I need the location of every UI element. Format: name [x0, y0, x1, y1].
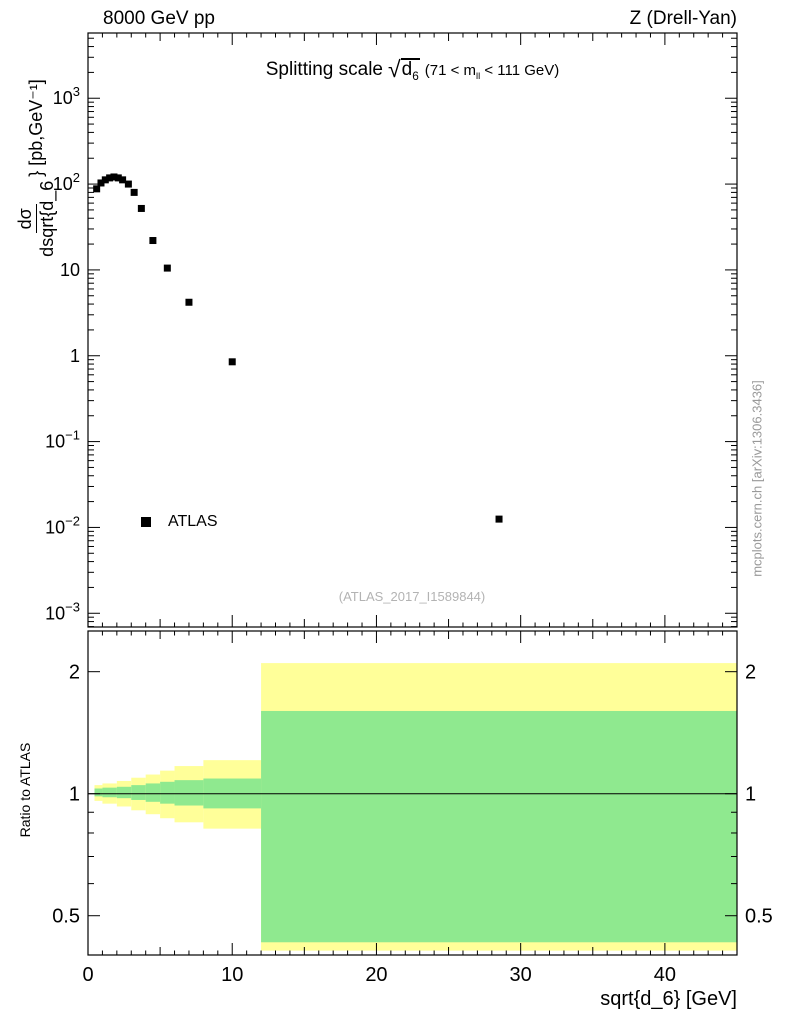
- data-point: [149, 237, 157, 245]
- data-point: [119, 176, 127, 184]
- x-tick-label: 20: [365, 964, 387, 986]
- title-mass-range-post: < 111 GeV): [480, 62, 560, 79]
- ratio-y-tick-label-right: 1: [745, 784, 756, 806]
- data-point: [93, 185, 101, 193]
- legend: ATLAS: [141, 513, 218, 531]
- y-axis-label-fraction: dσ dsqrt{d_6: [15, 180, 57, 257]
- data-point: [228, 358, 236, 366]
- data-point: [185, 298, 193, 306]
- ratio-green-band: [131, 785, 146, 800]
- mcplots-side-note: mcplots.cern.ch [arXiv:1306.3436]: [749, 380, 765, 577]
- title-radicand-symbol: d: [401, 59, 413, 80]
- ratio-green-band: [160, 781, 175, 804]
- ratio-y-tick-label-left: 2: [69, 662, 80, 684]
- y-tick-label: 102: [53, 170, 80, 194]
- ratio-green-band: [261, 710, 737, 943]
- process-label: Z (Drell-Yan): [629, 8, 737, 29]
- ratio-y-tick-label-left: 1: [69, 784, 80, 806]
- data-point: [106, 174, 114, 182]
- data-point: [137, 204, 145, 212]
- y-tick-label: 10−1: [45, 428, 80, 452]
- ratio-y-axis-label: Ratio to ATLAS: [17, 742, 33, 838]
- data-point: [101, 176, 109, 184]
- y-axis-label-units: } [pb,GeV⁻¹]: [25, 79, 46, 177]
- beam-energy-label: 8000 GeV pp: [103, 8, 215, 29]
- data-point: [130, 188, 138, 196]
- legend-marker-square: [141, 517, 151, 527]
- ratio-green-band: [174, 780, 204, 806]
- y-tick-label: 103: [53, 84, 80, 108]
- x-tick-label: 10: [221, 964, 243, 986]
- title-text: Splitting scale: [265, 59, 383, 80]
- data-point: [97, 179, 105, 187]
- y-tick-label: 10−2: [45, 513, 80, 537]
- ratio-green-band: [116, 786, 132, 799]
- data-point: [124, 180, 132, 188]
- y-tick-label: 10−3: [45, 599, 80, 623]
- title-mass-range-subscript: ll: [476, 71, 481, 81]
- x-tick-label: 40: [654, 964, 676, 986]
- ratio-y-tick-label-right: 2: [745, 662, 756, 684]
- y-tick-label: 10: [60, 260, 80, 280]
- data-point: [163, 264, 171, 272]
- ratio-frame: [87, 630, 738, 956]
- legend-label: ATLAS: [168, 513, 218, 530]
- ratio-y-tick-label-right: 0.5: [745, 906, 773, 928]
- data-point: [110, 173, 118, 181]
- x-tick-label: 0: [82, 964, 93, 986]
- y-tick-label: 1: [70, 346, 80, 366]
- ratio-green-band: [94, 788, 103, 797]
- ratio-green-band: [145, 783, 161, 802]
- title-radicand-subscript: 6: [412, 69, 419, 83]
- x-tick-label: 30: [510, 964, 532, 986]
- plot-title: Splitting scale √d6 (71 < mll < 111 GeV): [88, 56, 737, 83]
- y-axis-label-numerator: dσ: [15, 204, 37, 234]
- analysis-watermark: (ATLAS_2017_I1589844): [338, 589, 486, 604]
- main-frame: [87, 32, 738, 628]
- ratio-green-band: [102, 787, 117, 798]
- x-axis-label: sqrt{d_6} [GeV]: [600, 988, 737, 1010]
- sqrt-radical-icon: √: [387, 56, 401, 82]
- ratio-y-tick-label-left: 0.5: [52, 906, 80, 928]
- title-mass-range: (71 < mll < 111 GeV): [424, 62, 560, 81]
- data-point: [114, 174, 122, 182]
- title-mass-range-pre: (71 < m: [424, 62, 477, 79]
- y-axis-label: dσ dsqrt{d_6 } [pb,GeV⁻¹]: [12, 33, 60, 303]
- y-axis-label-denominator: dsqrt{d_6: [36, 180, 57, 257]
- title-radicand: d6: [400, 58, 420, 83]
- data-point: [495, 515, 503, 523]
